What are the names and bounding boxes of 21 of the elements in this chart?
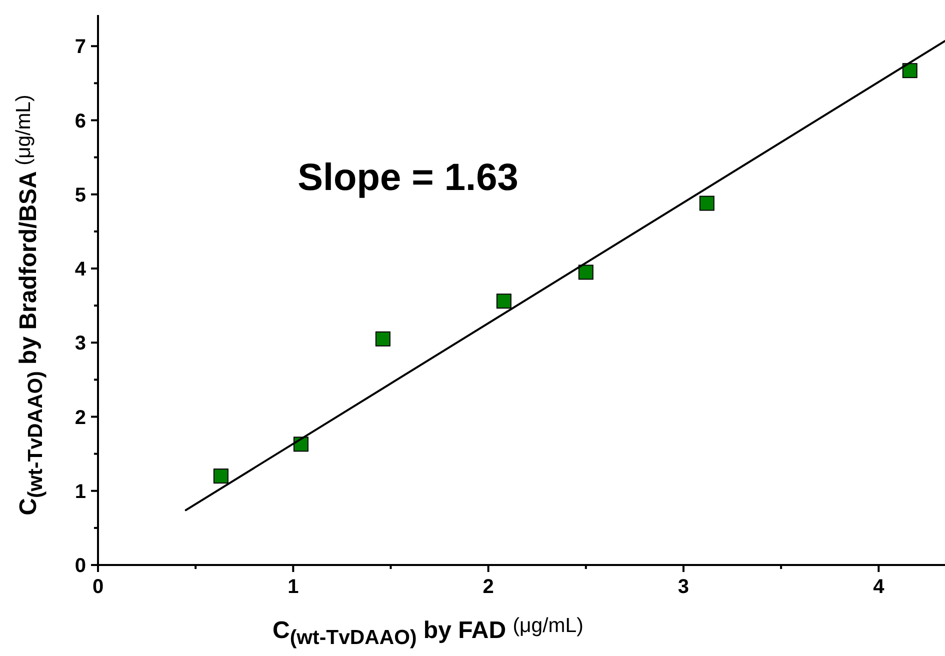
y-tick-label: 2 (74, 406, 86, 429)
x-axis-title: C$_{(wt-TvDAAO)}$ by FAD $^{(μg/mL)}$ (272, 615, 584, 649)
y-tick-label: 7 (74, 36, 86, 58)
y-tick-label: 6 (74, 110, 86, 132)
x-tick-label: 0 (92, 576, 104, 598)
annotation: Slope = 1.63 (298, 157, 518, 199)
y-tick-label: 0 (74, 555, 86, 577)
y-tick-label: 5 (74, 184, 86, 206)
point (496, 294, 512, 309)
y-tick-label: 3 (74, 332, 86, 355)
x-tick-label: 1 (288, 576, 299, 598)
point (375, 331, 390, 346)
point (213, 468, 228, 484)
x-tick-label: 4 (873, 576, 886, 598)
point (902, 63, 918, 78)
point (699, 196, 714, 211)
x-tick-label: 2 (482, 576, 494, 598)
point (578, 264, 594, 280)
y-tick-label: 4 (74, 258, 87, 281)
x-tick-label: 3 (678, 576, 690, 598)
y-tick-label: 1 (74, 480, 86, 503)
